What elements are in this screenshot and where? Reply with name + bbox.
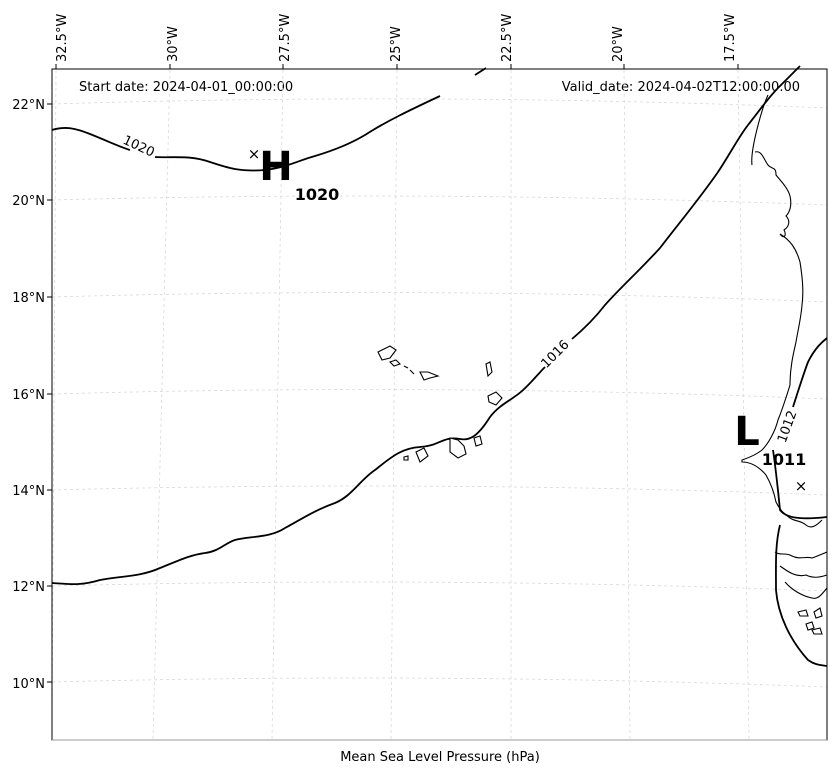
lat-tick-label: 20°N — [12, 194, 45, 209]
lat-tick-label: 14°N — [12, 484, 45, 499]
low-pressure-value: 1011 — [762, 450, 807, 469]
lon-tick-label: 30°W — [166, 26, 181, 62]
gridlines — [51, 69, 828, 741]
isobar-label-1020: 1020 — [120, 133, 156, 161]
lat-tick-label: 10°N — [12, 677, 45, 692]
lat-tick-label: 18°N — [12, 291, 45, 306]
isobar-1016 — [51, 65, 801, 586]
cape-verde-islands — [377, 345, 503, 463]
map-title: Mean Sea Level Pressure (hPa) — [340, 750, 540, 765]
low-center-marker: × — [795, 477, 808, 495]
lon-tick-label: 32.5°W — [55, 14, 70, 62]
lon-tick-label: 20°W — [611, 26, 626, 62]
lon-tick-label: 17.5°W — [723, 14, 738, 62]
high-pressure-symbol: H — [259, 144, 292, 190]
lat-tick-label: 22°N — [12, 98, 45, 113]
valid-date-label: Valid_date: 2024-04-02T12:00:00.00 — [562, 80, 800, 95]
high-pressure-value: 1020 — [295, 185, 340, 204]
high-center-marker: × — [248, 145, 261, 163]
africa-coastline — [741, 94, 828, 599]
lon-tick-label: 27.5°W — [278, 14, 293, 62]
isobar-label-1012: 1012 — [775, 409, 800, 445]
bissagos-islands — [797, 607, 823, 635]
lat-tick-label: 12°N — [12, 580, 45, 595]
lat-tick-label: 16°N — [12, 388, 45, 403]
map-frame — [51, 68, 828, 741]
start-date-label: Start date: 2024-04-01_00:00:00 — [79, 80, 293, 95]
lon-tick-label: 22.5°W — [500, 14, 515, 62]
isobar-1012 — [772, 337, 828, 667]
low-pressure-symbol: L — [734, 409, 760, 455]
lon-tick-label: 25°W — [389, 26, 404, 62]
isobar-label-1016: 1016 — [539, 338, 573, 372]
